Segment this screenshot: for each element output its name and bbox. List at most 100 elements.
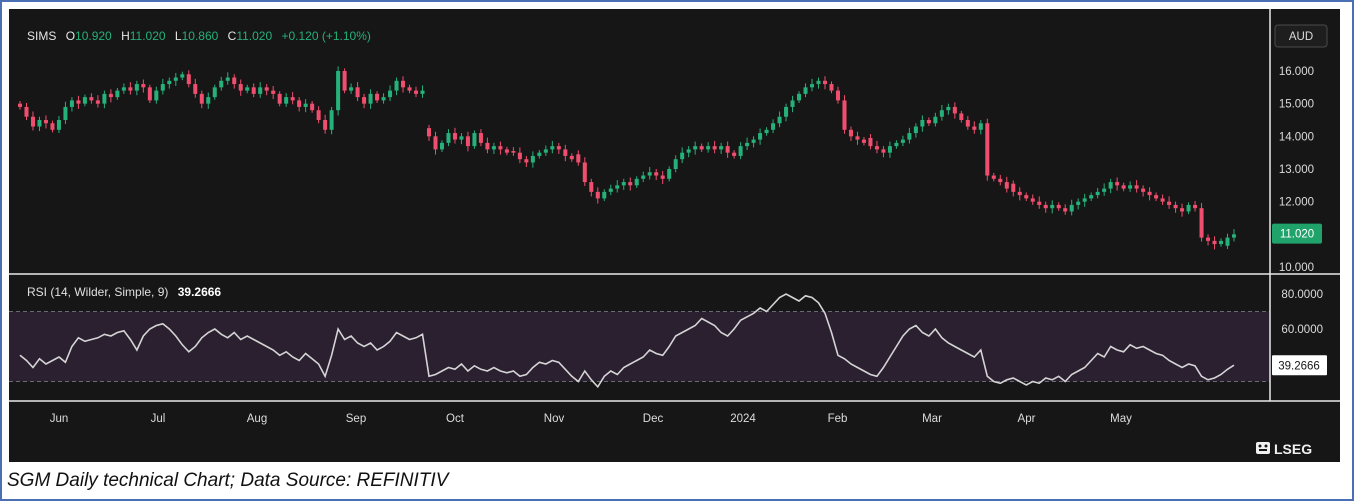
candle-body [1082, 198, 1087, 202]
candle [426, 124, 432, 141]
price-axis: 16.00015.00014.00013.00012.00011.00010.0… [1272, 66, 1322, 274]
price-chart[interactable]: 16.00015.00014.00013.00012.00011.00010.0… [9, 9, 1340, 462]
candle [550, 140, 555, 154]
candle-body [258, 87, 263, 94]
candle [816, 77, 821, 89]
currency-button-frame[interactable] [1274, 24, 1328, 48]
candle [654, 169, 659, 181]
candle [212, 84, 217, 100]
candle [634, 176, 639, 188]
candle-body [1004, 182, 1009, 189]
candle-body [810, 84, 815, 88]
candle-body [134, 84, 139, 91]
candle-body [719, 146, 724, 150]
candle-body [985, 123, 990, 176]
candle-body [868, 137, 873, 147]
candle [24, 103, 29, 120]
candle [1037, 196, 1042, 209]
candle [894, 140, 899, 149]
candle [1043, 201, 1048, 213]
candle-body [186, 74, 191, 85]
candle [959, 110, 964, 123]
candle [504, 146, 509, 156]
candle-body [790, 100, 795, 107]
candle-body [965, 120, 970, 127]
candle-body [576, 154, 581, 163]
candle-body [1056, 204, 1061, 209]
candle [972, 121, 977, 134]
candle [920, 115, 925, 132]
time-tick-label: Sep [346, 413, 366, 425]
candle [1089, 192, 1094, 202]
candle-body [582, 162, 587, 183]
candle [167, 77, 172, 89]
candle-body [1141, 188, 1146, 192]
candle [745, 137, 750, 151]
candle [621, 178, 626, 190]
candle-body [686, 149, 691, 153]
candle [277, 91, 282, 107]
candle-body [952, 106, 957, 114]
candle-body [498, 146, 503, 150]
candle-body [115, 90, 120, 98]
candle-body [621, 182, 626, 186]
candle [784, 103, 789, 122]
candle [764, 127, 769, 136]
candle [225, 72, 230, 85]
candle-body [245, 87, 250, 91]
candle [1030, 194, 1035, 205]
candle [738, 142, 743, 160]
candle-body [50, 123, 55, 130]
candle [303, 99, 308, 113]
candle-body [1134, 185, 1139, 189]
candle-body [758, 133, 763, 140]
candle [388, 85, 393, 102]
price-tick-label: 15.000 [1279, 99, 1314, 111]
candle-body [485, 142, 490, 150]
candle [563, 144, 568, 162]
candle-body [998, 178, 1003, 183]
candle [1017, 187, 1022, 201]
candle-body [816, 80, 821, 85]
candle [56, 116, 61, 134]
candle-body [381, 97, 386, 101]
candle-body [1115, 182, 1120, 186]
candle-body [712, 146, 717, 150]
candle [478, 129, 483, 147]
candle [991, 172, 996, 182]
candle [485, 137, 490, 154]
candle [1121, 182, 1126, 192]
candle-body [1212, 240, 1217, 245]
candle-body [368, 93, 373, 104]
candle-body [706, 146, 711, 150]
candle [511, 147, 516, 156]
candle-body [89, 97, 94, 101]
candle [874, 140, 879, 154]
candle-body [63, 106, 68, 120]
candle [686, 146, 691, 158]
candle [180, 71, 185, 81]
candle-body [219, 80, 224, 88]
candle-body [634, 178, 639, 186]
candle [219, 76, 224, 91]
candle-body [1225, 237, 1230, 246]
currency-button-label[interactable]: AUD [1289, 31, 1313, 43]
rsi-axis: 80.0000 60.0000 39.2666 [1272, 289, 1327, 376]
candle [472, 130, 477, 149]
rsi-legend: RSI (14, Wilder, Simple, 9) 39.2666 [27, 285, 221, 299]
candle-body [316, 110, 321, 120]
candle [1180, 203, 1185, 217]
candle-body [303, 103, 308, 107]
price-tick-label: 13.000 [1279, 164, 1314, 176]
candle [1076, 198, 1081, 210]
candle [95, 95, 100, 108]
candle [900, 135, 905, 147]
candle-body [465, 136, 470, 147]
candle [842, 95, 847, 134]
candle-body [95, 100, 100, 104]
currency-button[interactable]: AUD [1274, 24, 1328, 48]
candle-body [199, 93, 204, 104]
candle-body [452, 133, 457, 140]
candle-body [550, 146, 555, 150]
candle-body [647, 172, 652, 176]
